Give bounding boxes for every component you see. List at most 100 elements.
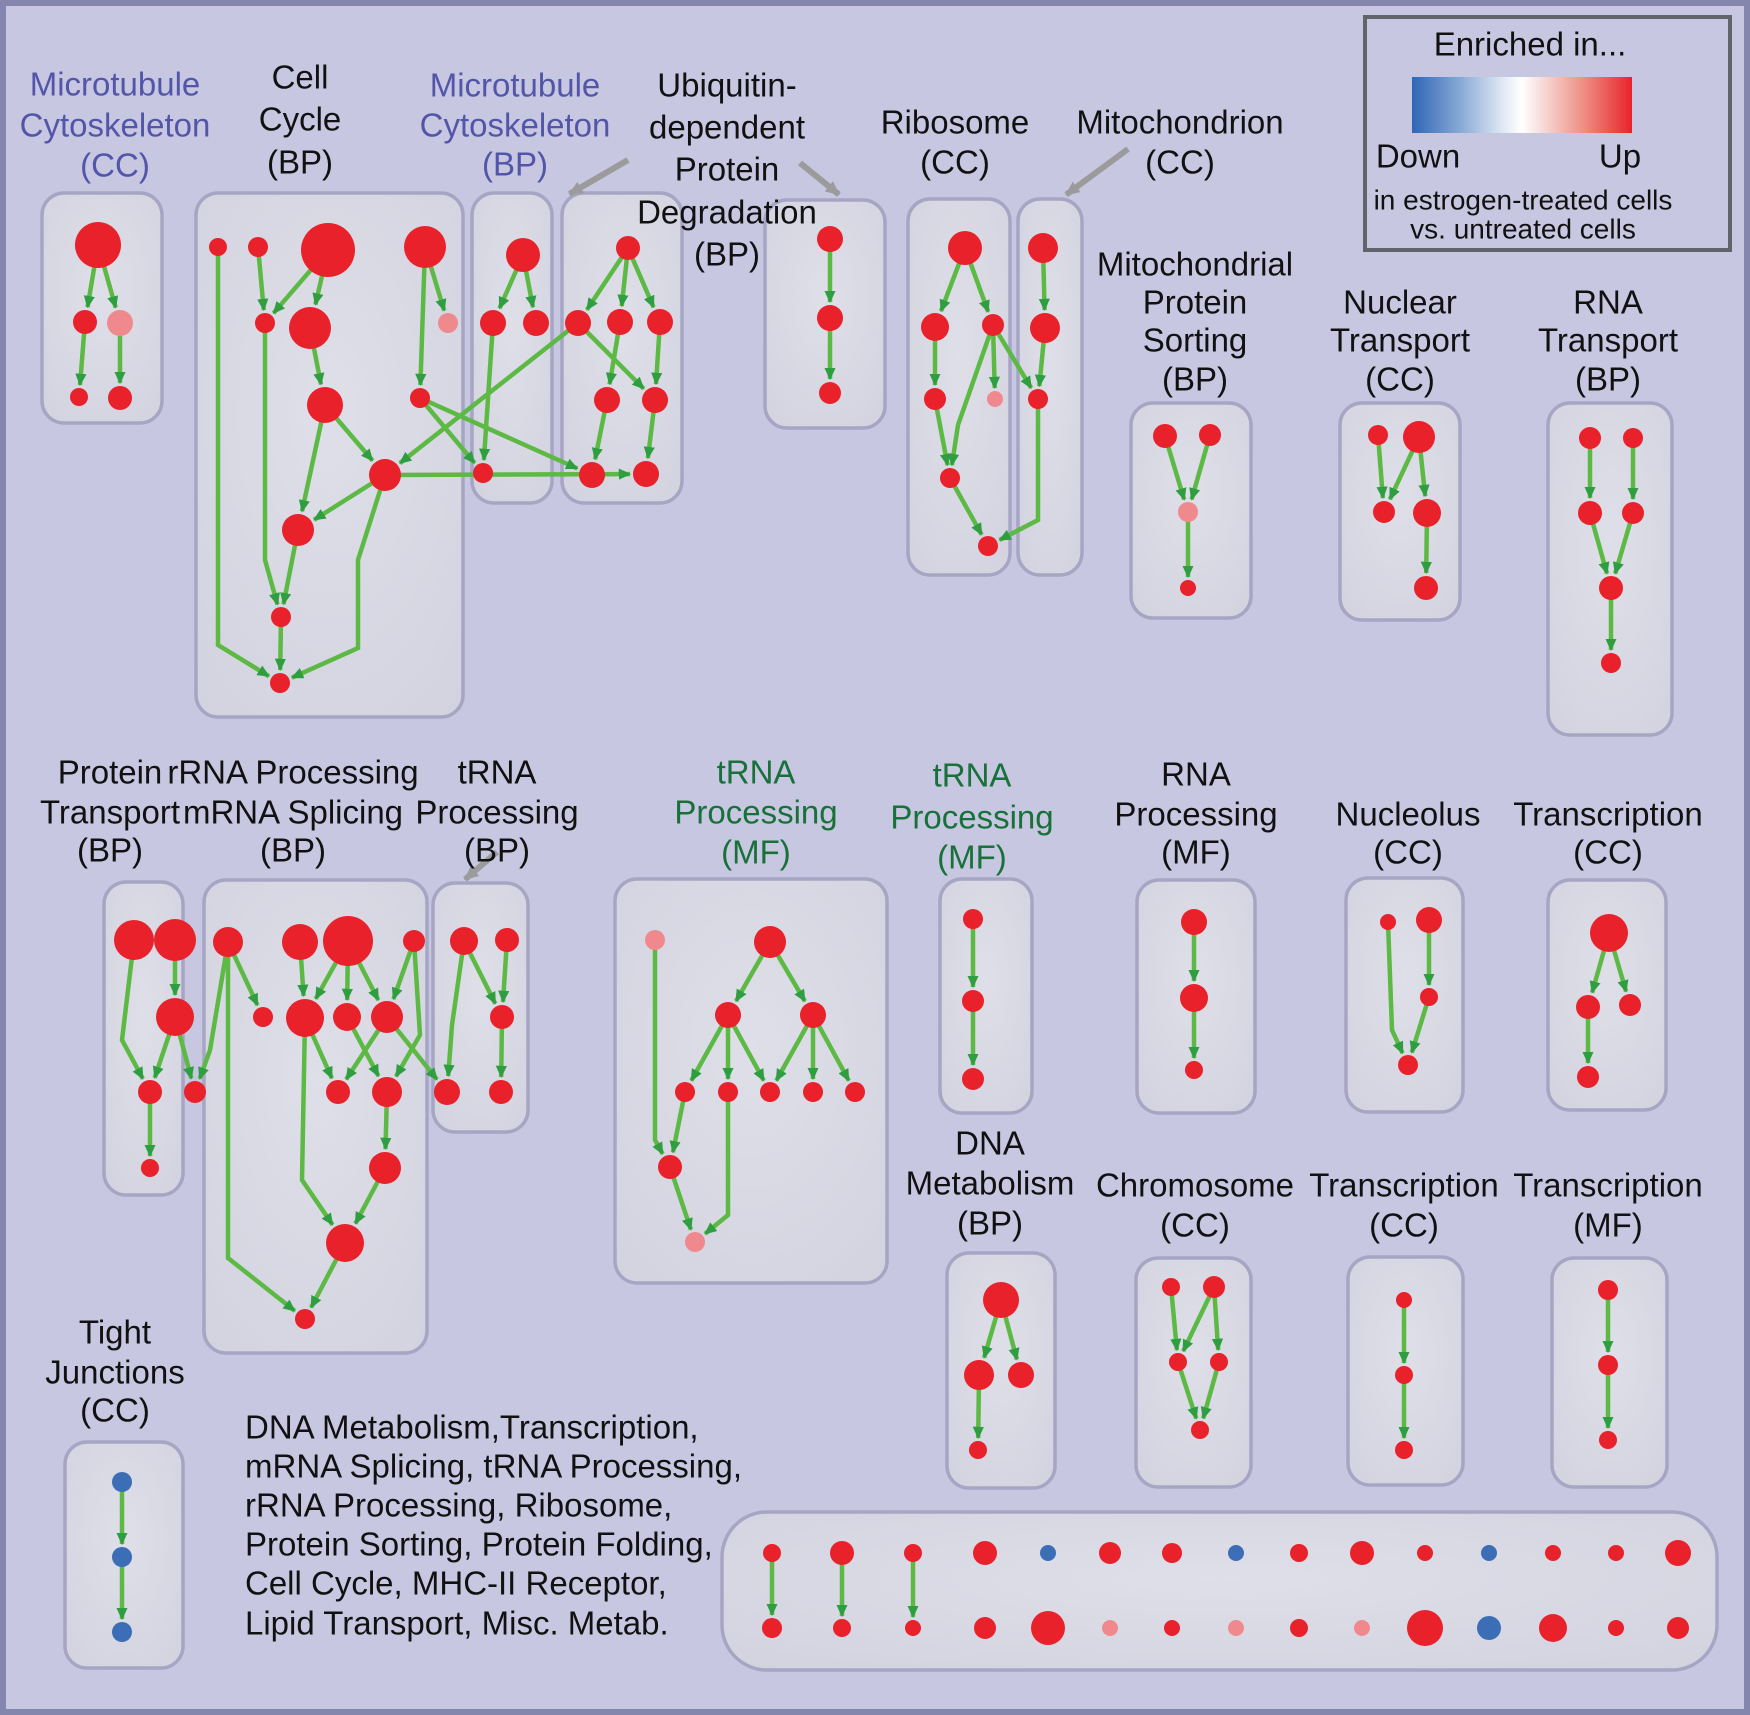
node-tj-j1	[112, 1472, 132, 1492]
node-rrna-rJ	[372, 1077, 402, 1107]
node-sort-s1	[1153, 424, 1177, 448]
cluster-label-line: rRNA Processing	[167, 754, 418, 791]
node-rib-r1	[948, 231, 982, 265]
cluster-label-line: Processing	[1114, 796, 1277, 833]
legend-subtitle-2: vs. untreated cells	[1410, 213, 1636, 244]
node-rrna-rK	[369, 1152, 401, 1184]
cluster-label-line: (BP)	[464, 832, 530, 869]
edge-o1-o4	[1385, 921, 1405, 1055]
node-pt-pt2	[154, 919, 196, 961]
legend-down-label: Down	[1376, 138, 1460, 175]
edge-u2-n10	[398, 321, 580, 465]
node-cc-n10	[369, 459, 401, 491]
cluster-label-line: Transcription	[1513, 1167, 1703, 1204]
legend: Enriched in... Down Up in estrogen-treated …	[1363, 15, 1732, 252]
cluster-label-line: dependent	[649, 109, 805, 146]
cluster-box-misc	[720, 1510, 1719, 1672]
cluster-label-line: Cytoskeleton	[20, 107, 211, 144]
node-rrna-rB	[282, 924, 318, 960]
node-nuct-nt1	[1368, 425, 1388, 445]
cluster-label-cell-cycle-bp: Cell Cycle (BP)	[259, 59, 342, 181]
misc-categories-line: Cell Cycle, MHC-II Receptor,	[245, 1565, 667, 1602]
cluster-label-line: Mitochondrion	[1076, 104, 1283, 141]
pointer-arrow-to-degradation-small-box	[798, 160, 841, 197]
node-dnam-d4	[969, 1441, 987, 1459]
node-rrna-rH	[371, 1001, 403, 1033]
node-mc_cc-C	[107, 310, 133, 336]
node-tcc1-t2	[1576, 995, 1600, 1019]
node-trnamf1-g10	[658, 1155, 682, 1179]
legend-gradient-bar	[1412, 77, 1632, 133]
node-nucl-o1	[1380, 914, 1396, 930]
cluster-box-mcbp	[470, 191, 554, 505]
edge-mt3-r7	[998, 399, 1041, 542]
cluster-box-rnat	[1546, 401, 1674, 737]
node-trnamf1-g1	[645, 930, 665, 950]
node-rnat-rt3	[1578, 501, 1602, 525]
node-mcbp-m2	[480, 310, 506, 336]
node-tcc1-t3	[1619, 994, 1641, 1016]
node-misc-b8b	[1228, 1620, 1244, 1636]
node-misc-b4a	[973, 1541, 997, 1565]
node-deg-p3	[819, 382, 841, 404]
edge-rD-rJ	[394, 940, 423, 1078]
node-rib-r4	[924, 388, 946, 410]
cluster-label-line: Ubiquitin-	[657, 67, 796, 104]
cluster-label-microtubule-cytoskeleton-cc: Microtubule Cytoskeleton(CC)	[20, 66, 211, 184]
edge-g5-g10	[669, 1091, 688, 1154]
node-rnat-rt2	[1623, 428, 1643, 448]
node-misc-b15b	[1667, 1617, 1689, 1639]
cluster-label-line: (MF)	[937, 839, 1007, 876]
node-rib-r3	[982, 314, 1004, 336]
node-trnabp-tb4	[434, 1079, 460, 1105]
node-ub-u5	[594, 387, 620, 413]
node-nuct-nt2	[1403, 421, 1435, 453]
node-rrna-rE	[253, 1007, 273, 1027]
node-rrna-rF	[286, 999, 324, 1037]
cluster-label-line: Protein	[58, 754, 163, 791]
node-cc-n1	[209, 238, 227, 256]
cluster-label-ubiquitin-dependent-protein-degradation-bp: Ubiquitin-dependent Protein Degradation (BP…	[637, 67, 817, 273]
cluster-label-transcription-mf: Transcription(MF)	[1513, 1167, 1703, 1244]
node-mc_cc-E	[108, 386, 132, 410]
edge-o3-o4	[1409, 996, 1432, 1054]
node-ub-b1	[579, 462, 605, 488]
node-cc-n12	[271, 607, 291, 627]
cluster-label-line: (CC)	[1373, 834, 1443, 871]
node-nucl-o4	[1398, 1055, 1418, 1075]
cluster-label-line: Junctions	[45, 1354, 184, 1391]
node-trnamf1-g7	[760, 1082, 780, 1102]
node-cc-n4	[404, 226, 446, 268]
cluster-label-line: Protein	[675, 151, 780, 188]
node-trnamf2-h2	[962, 990, 984, 1012]
edge-c3-c5	[1175, 1361, 1199, 1420]
edge-n8-n11	[298, 404, 328, 513]
node-tcc2-v3	[1395, 1441, 1413, 1459]
node-chrom-c5	[1191, 1421, 1209, 1439]
cluster-label-line: (BP)	[77, 832, 143, 869]
edge-n2-n5	[255, 246, 269, 312]
misc-categories-text: DNA Metabolism,Transcription,mRNA Splici…	[245, 1409, 742, 1642]
edge-r6-r7	[948, 476, 984, 536]
node-sort-s2	[1199, 424, 1221, 446]
legend-title: Enriched in...	[1434, 26, 1627, 63]
edge-rA-rX	[197, 941, 231, 1080]
node-rrna-rM	[295, 1309, 315, 1329]
node-mito-mt1	[1028, 233, 1058, 263]
cluster-label-line: (CC)	[1573, 834, 1643, 871]
misc-categories-line: rRNA Processing, Ribosome,	[245, 1487, 672, 1524]
node-tmf-w3	[1599, 1431, 1617, 1449]
cluster-label-ribosome-cc: Ribosome(CC)	[881, 104, 1030, 181]
node-nuct-nt4	[1413, 499, 1441, 527]
cluster-box-rib	[906, 197, 1012, 577]
node-rrna-rG	[333, 1003, 361, 1031]
node-nucl-o2	[1416, 907, 1442, 933]
node-trnabp-tb2	[495, 928, 519, 952]
cluster-box-tcc1	[1546, 878, 1668, 1112]
node-trnamf1-g2	[754, 926, 786, 958]
cluster-label-line: DNA	[955, 1125, 1025, 1162]
node-trnamf1-g5	[675, 1082, 695, 1102]
